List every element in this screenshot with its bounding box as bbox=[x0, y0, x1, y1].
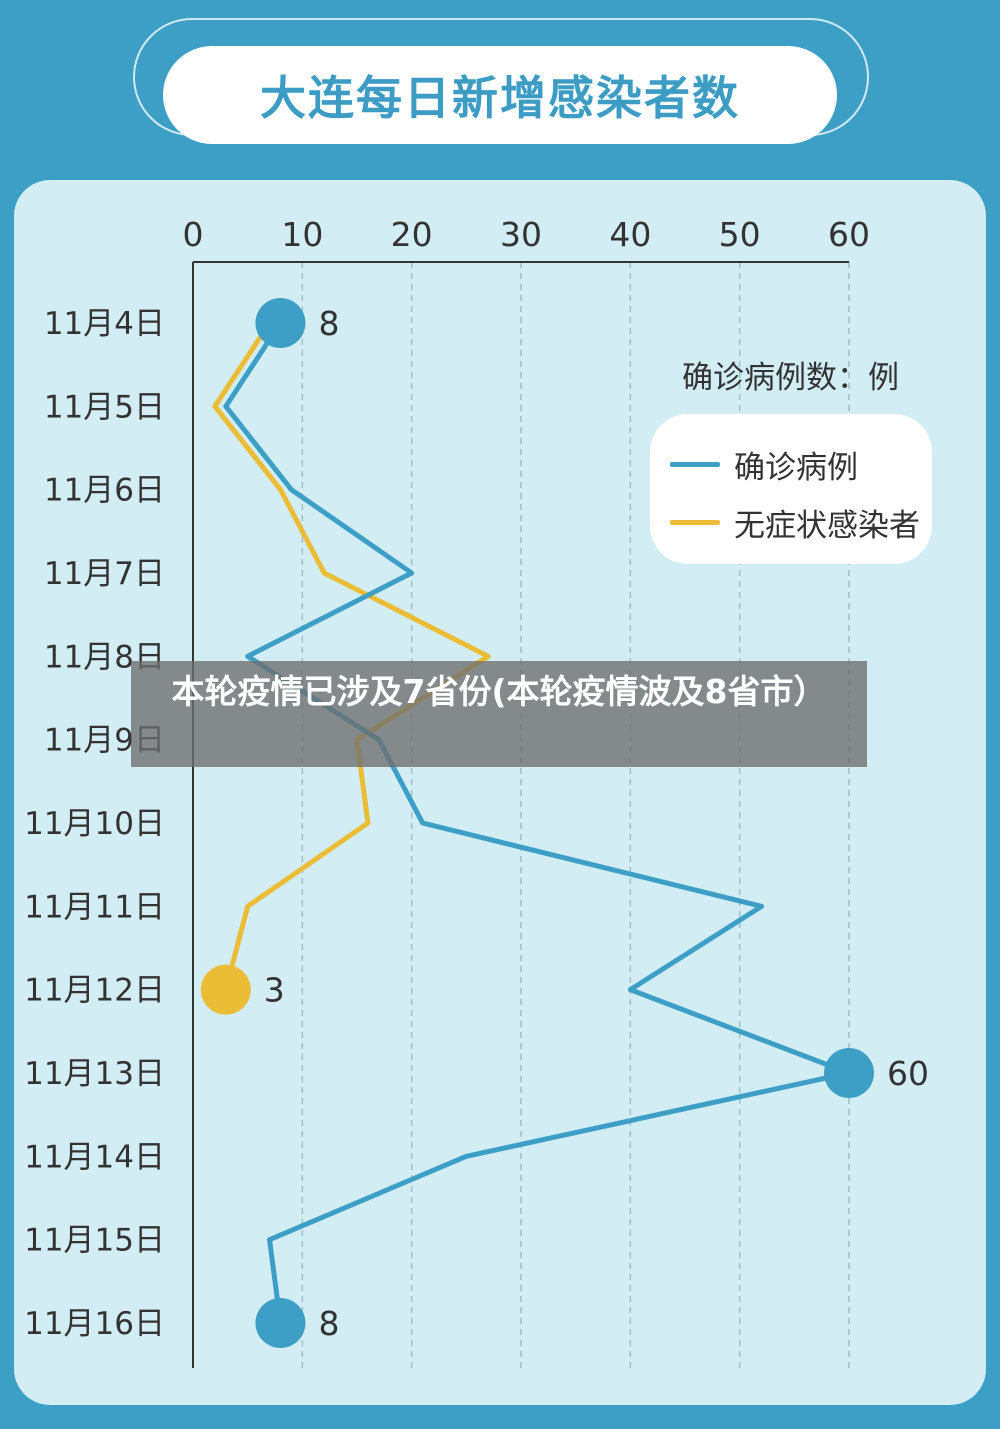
unit-note: 确诊病例数：例 bbox=[682, 360, 899, 396]
data-label-confirmed: 60 bbox=[887, 1054, 929, 1093]
x-tick-label: 20 bbox=[391, 215, 433, 254]
legend-label-confirmed: 确诊病例 bbox=[734, 450, 858, 486]
x-tick-label: 40 bbox=[609, 215, 651, 254]
x-tick-label: 0 bbox=[183, 215, 204, 254]
data-point-confirmed bbox=[255, 1298, 306, 1348]
caption-overlay: 本轮疫情已涉及7省份(本轮疫情波及8省市） bbox=[131, 661, 867, 767]
x-tick-label: 30 bbox=[500, 215, 542, 254]
series-line-asymptomatic bbox=[212, 320, 491, 993]
x-tick-label: 10 bbox=[281, 215, 323, 254]
series-line-confirmed bbox=[223, 320, 852, 1326]
y-tick-label: 11月4日 bbox=[44, 306, 165, 342]
y-tick-label: 11月14日 bbox=[24, 1139, 165, 1175]
legend: 确诊病例 无症状感染者 bbox=[650, 414, 932, 564]
legend-swatch-asymptomatic bbox=[670, 520, 720, 525]
y-tick-label: 11月15日 bbox=[24, 1223, 165, 1259]
data-label-confirmed: 8 bbox=[318, 304, 339, 343]
y-tick-label: 11月7日 bbox=[44, 556, 165, 592]
data-point-confirmed bbox=[255, 298, 306, 348]
x-tick-label: 60 bbox=[828, 215, 870, 254]
y-tick-label: 11月12日 bbox=[24, 973, 165, 1009]
x-tick-label: 50 bbox=[719, 215, 761, 254]
data-label-confirmed: 8 bbox=[318, 1304, 339, 1343]
legend-item-confirmed: 确诊病例 bbox=[670, 442, 858, 487]
legend-item-asymptomatic: 无症状感染者 bbox=[670, 500, 920, 545]
y-tick-label: 11月11日 bbox=[24, 889, 165, 925]
legend-label-asymptomatic: 无症状感染者 bbox=[734, 508, 920, 544]
y-tick-label: 11月10日 bbox=[24, 806, 165, 842]
legend-swatch-confirmed bbox=[670, 462, 720, 467]
chart-title: 大连每日新增感染者数 bbox=[260, 71, 740, 125]
data-label-asymptomatic: 3 bbox=[264, 971, 285, 1010]
y-tick-label: 11月13日 bbox=[24, 1056, 165, 1092]
data-point-asymptomatic bbox=[200, 964, 251, 1015]
chart-panel bbox=[14, 180, 986, 1405]
y-tick-label: 11月6日 bbox=[44, 473, 165, 509]
y-tick-label: 11月5日 bbox=[44, 389, 165, 425]
caption-text: 本轮疫情已涉及7省份(本轮疫情波及8省市） bbox=[171, 672, 827, 711]
data-point-confirmed bbox=[824, 1048, 874, 1098]
y-tick-label: 11月16日 bbox=[24, 1306, 165, 1342]
title-banner: 大连每日新增感染者数 bbox=[163, 46, 837, 144]
